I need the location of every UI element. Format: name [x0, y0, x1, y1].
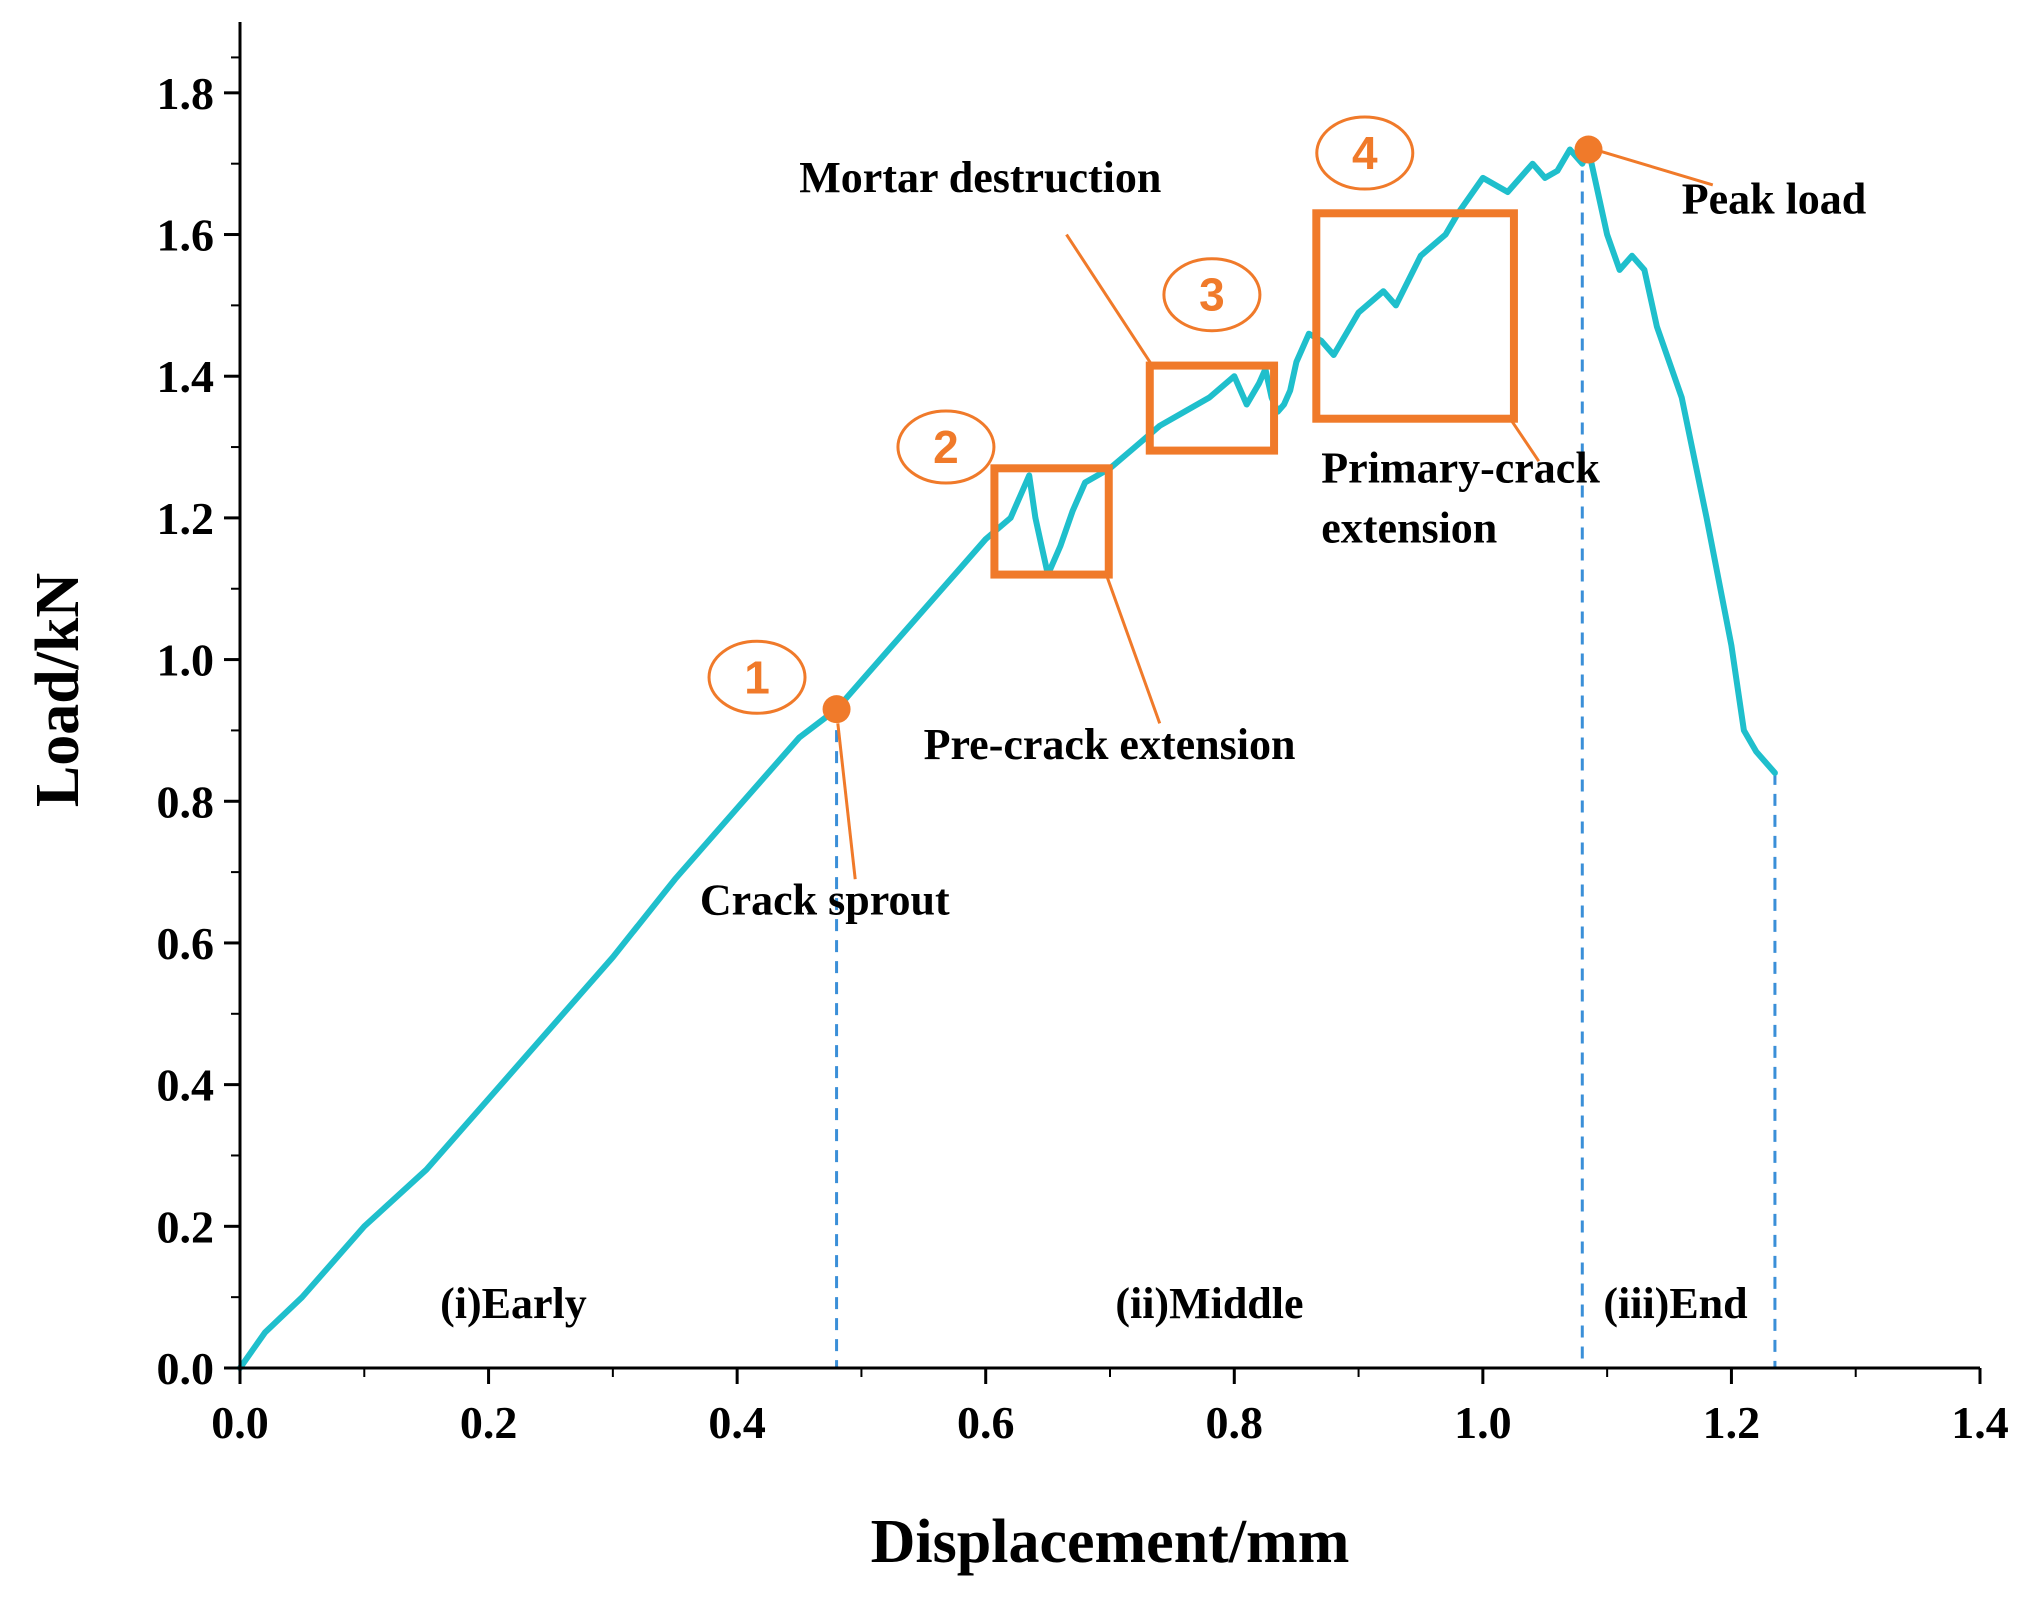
primary-crack-label-pointer [1508, 417, 1541, 463]
crack-sprout-label-pointer [836, 723, 857, 880]
marker-2-circle [896, 409, 996, 485]
marker-4-circle [1315, 115, 1415, 191]
peak-load-label-pointer [1594, 148, 1714, 187]
y-tick-label-2: 0.4 [157, 1060, 215, 1111]
y-tick-label-0: 0.0 [157, 1343, 215, 1394]
crack-sprout-label: Crack sprout [700, 876, 950, 925]
y-tick-label-4: 0.8 [157, 776, 215, 827]
x-axis-title: Displacement/mm [871, 1508, 1350, 1576]
highlight-box-2 [1145, 361, 1279, 455]
pre-crack-label: Pre-crack extension [924, 720, 1296, 769]
marker-3-number: 3 [1199, 269, 1225, 321]
stage-label-1: (i)Early [440, 1279, 587, 1328]
stage-label-3: (iii)End [1603, 1279, 1747, 1328]
primary-crack-label-line-2: extension [1321, 503, 1497, 552]
pre-crack-label-pointer [1104, 574, 1162, 724]
y-axis-title: Load/kN [24, 573, 92, 807]
y-tick-label-1: 0.2 [157, 1201, 215, 1252]
x-tick-label-3: 0.6 [957, 1397, 1015, 1448]
x-tick-label-6: 1.2 [1703, 1397, 1761, 1448]
stage-label-2: (ii)Middle [1115, 1279, 1303, 1328]
marker-1-circle [707, 639, 807, 715]
y-tick-label-6: 1.2 [157, 493, 215, 544]
y-tick-label-3: 0.6 [157, 918, 215, 969]
plot-area: Crack sprout Pre-crack extension Mortar de… [237, 115, 1867, 1371]
marker-1-number: 1 [744, 651, 770, 703]
primary-crack-label-line-1: Primary-crack [1321, 443, 1600, 492]
x-tick-label-4: 0.8 [1206, 1397, 1264, 1448]
peak-load-label: Peak load [1682, 174, 1867, 223]
marker-2-number: 2 [933, 421, 959, 473]
crack-sprout-point [822, 695, 851, 724]
x-tick-label-2: 0.4 [708, 1397, 766, 1448]
y-tick-label-7: 1.4 [157, 351, 215, 402]
y-tick-label-9: 1.8 [157, 68, 215, 119]
mortar-destruction-label: Mortar destruction [799, 153, 1161, 202]
highlight-box-3 [1312, 209, 1518, 423]
x-tick-label-0: 0.0 [211, 1397, 269, 1448]
x-tick-label-7: 1.4 [1951, 1397, 2009, 1448]
peak-load-point [1574, 135, 1603, 164]
x-tick-label-1: 0.2 [460, 1397, 518, 1448]
marker-4-number: 4 [1352, 127, 1378, 179]
marker-3-circle [1162, 257, 1262, 333]
y-tick-label-8: 1.6 [157, 210, 215, 261]
y-tick-label-5: 1.0 [157, 635, 215, 686]
mortar-destruction-label-pointer [1065, 233, 1154, 367]
axes: 0.0 0.2 0.4 0.6 0.8 1.0 1.2 1.4 0.0 0.2 0.4 0.6 0.8 1… [157, 22, 2009, 1448]
highlight-box-1 [990, 464, 1113, 579]
x-tick-label-5: 1.0 [1454, 1397, 1512, 1448]
